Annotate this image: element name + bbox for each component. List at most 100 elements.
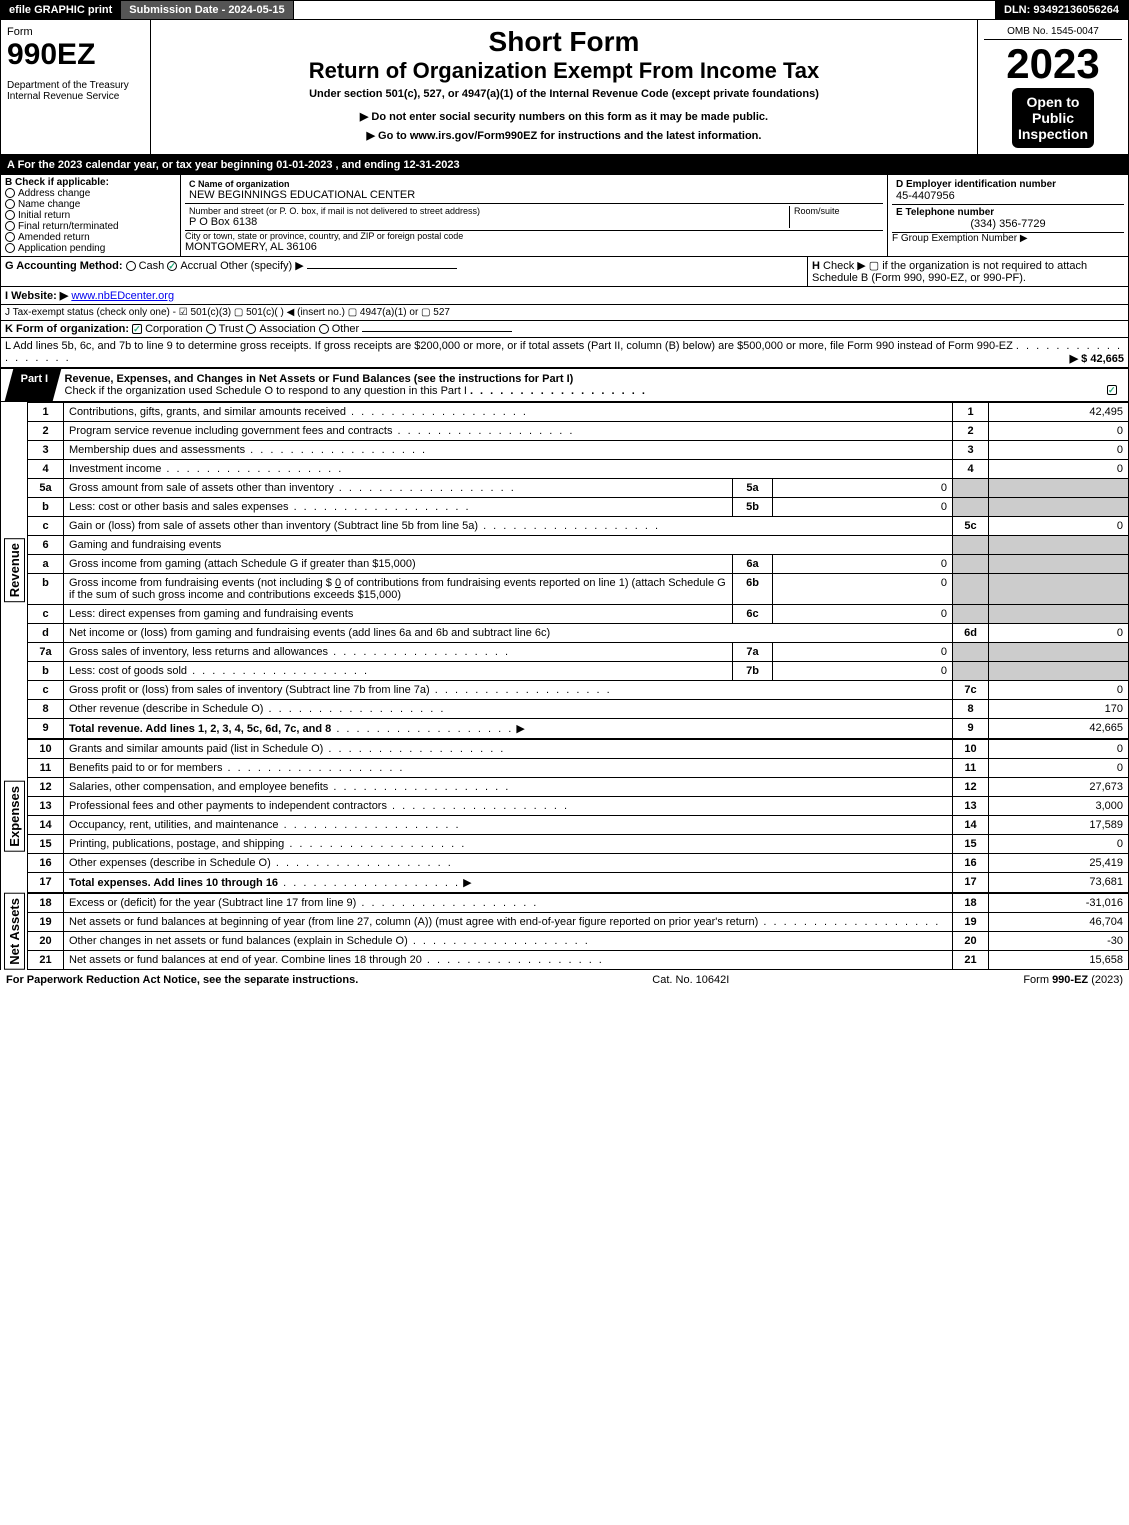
expenses-section: Expenses 10Grants and similar amounts pa…: [0, 739, 1129, 893]
line-6a-text: Gross income from gaming (attach Schedul…: [69, 558, 416, 570]
form-number: 990EZ: [7, 38, 144, 72]
room-suite-label: Room/suite: [789, 206, 879, 228]
chk-schedule-o[interactable]: [1107, 385, 1117, 395]
line-12-text: Salaries, other compensation, and employ…: [69, 781, 328, 793]
under-section: Under section 501(c), 527, or 4947(a)(1)…: [157, 88, 971, 100]
line-j-tax-exempt: J Tax-exempt status (check only one) - ☑…: [0, 305, 1129, 321]
line-7a-text: Gross sales of inventory, less returns a…: [69, 646, 328, 658]
box-b: B Check if applicable: Address change Na…: [1, 175, 181, 256]
page-footer: For Paperwork Reduction Act Notice, see …: [0, 970, 1129, 990]
chk-other-org[interactable]: Other: [332, 323, 360, 335]
chk-corporation[interactable]: Corporation: [145, 323, 202, 335]
line-l-gross-receipts: L Add lines 5b, 6c, and 7b to line 9 to …: [0, 338, 1129, 368]
org-info-block: B Check if applicable: Address change Na…: [0, 175, 1129, 257]
chk-accrual[interactable]: Accrual: [180, 260, 217, 272]
line-5c-text: Gain or (loss) from sale of assets other…: [69, 520, 478, 532]
line-6-text: Gaming and fundraising events: [64, 536, 953, 555]
box-def: D Employer identification number 45-4407…: [888, 175, 1128, 256]
revenue-section: Revenue 1Contributions, gifts, grants, a…: [0, 402, 1129, 739]
chk-trust[interactable]: Trust: [219, 323, 244, 335]
chk-application-pending[interactable]: Application pending: [18, 243, 105, 254]
line-1-text: Contributions, gifts, grants, and simila…: [69, 406, 346, 418]
footer-form-ref: Form 990-EZ (2023): [1023, 974, 1123, 986]
line-9-amount: 42,665: [989, 719, 1129, 739]
top-bar: efile GRAPHIC print Submission Date - 20…: [0, 0, 1129, 20]
ein-value: 45-4407956: [896, 190, 1120, 202]
irs-label: Internal Revenue Service: [7, 91, 144, 102]
dln-label: DLN: 93492136056264: [996, 1, 1128, 19]
line-l-text: L Add lines 5b, 6c, and 7b to line 9 to …: [5, 340, 1013, 352]
goto-link[interactable]: ▶ Go to www.irs.gov/Form990EZ for instru…: [157, 129, 971, 142]
spacer: [294, 1, 996, 19]
line-i-website: I Website: ▶ www.nbEDcenter.org: [0, 287, 1129, 305]
part-1-subtitle: Check if the organization used Schedule …: [65, 385, 467, 397]
phone-value: (334) 356-7729: [896, 218, 1120, 230]
line-4-amount: 0: [989, 460, 1129, 479]
org-name: NEW BEGINNINGS EDUCATIONAL CENTER: [189, 189, 879, 201]
line-7c-amount: 0: [989, 681, 1129, 700]
line-j-text: J Tax-exempt status (check only one) - ☑…: [1, 305, 1128, 320]
org-name-label: C Name of organization: [189, 179, 879, 189]
line-9-text: Total revenue. Add lines 1, 2, 3, 4, 5c,…: [69, 723, 331, 735]
footer-cat-no: Cat. No. 10642I: [652, 974, 729, 986]
line-13-amount: 3,000: [989, 797, 1129, 816]
line-8-text: Other revenue (describe in Schedule O): [69, 703, 263, 715]
line-6d-amount: 0: [989, 624, 1129, 643]
chk-other[interactable]: Other (specify) ▶: [220, 260, 304, 272]
chk-amended-return[interactable]: Amended return: [18, 232, 90, 243]
line-4-text: Investment income: [69, 463, 161, 475]
ssn-warning: ▶ Do not enter social security numbers o…: [157, 110, 971, 123]
line-21-amount: 15,658: [989, 951, 1129, 970]
line-g-h: G Accounting Method: Cash Accrual Other …: [0, 257, 1129, 287]
line-18-text: Excess or (deficit) for the year (Subtra…: [69, 897, 356, 909]
line-20-amount: -30: [989, 932, 1129, 951]
line-6b-amount: 0: [773, 574, 953, 605]
line-5b-text: Less: cost or other basis and sales expe…: [69, 501, 289, 513]
line-10-text: Grants and similar amounts paid (list in…: [69, 743, 323, 755]
line-3-text: Membership dues and assessments: [69, 444, 245, 456]
chk-name-change[interactable]: Name change: [18, 199, 80, 210]
city-state-zip: MONTGOMERY, AL 36106: [185, 241, 883, 253]
line-6a-amount: 0: [773, 555, 953, 574]
line-16-text: Other expenses (describe in Schedule O): [69, 857, 271, 869]
chk-initial-return[interactable]: Initial return: [18, 210, 70, 221]
line-6c-amount: 0: [773, 605, 953, 624]
line-7c-text: Gross profit or (loss) from sales of inv…: [69, 684, 430, 696]
line-a-tax-year: A For the 2023 calendar year, or tax yea…: [0, 155, 1129, 175]
tax-year: 2023: [984, 40, 1122, 88]
efile-print-button[interactable]: efile GRAPHIC print: [1, 1, 121, 19]
line-5b-amount: 0: [773, 498, 953, 517]
chk-association[interactable]: Association: [259, 323, 315, 335]
open-public-badge: Open to Public Inspection: [1012, 88, 1094, 148]
line-5c-amount: 0: [989, 517, 1129, 536]
line-6d-text: Net income or (loss) from gaming and fun…: [69, 627, 550, 639]
line-6b-text1: Gross income from fundraising events (no…: [69, 577, 332, 589]
line-k-form-org: K Form of organization: Corporation Trus…: [0, 321, 1129, 338]
net-assets-section: Net Assets 18Excess or (deficit) for the…: [0, 893, 1129, 970]
line-h-label: H: [812, 260, 820, 272]
line-12-amount: 27,673: [989, 778, 1129, 797]
short-form-title: Short Form: [157, 26, 971, 58]
chk-final-return[interactable]: Final return/terminated: [18, 221, 119, 232]
line-7b-text: Less: cost of goods sold: [69, 665, 187, 677]
line-k-label: K Form of organization:: [5, 323, 129, 335]
part-1-header: Part I Revenue, Expenses, and Changes in…: [0, 368, 1129, 402]
website-label: I Website: ▶: [5, 290, 68, 302]
chk-address-change[interactable]: Address change: [18, 188, 90, 199]
line-14-text: Occupancy, rent, utilities, and maintena…: [69, 819, 279, 831]
line-8-amount: 170: [989, 700, 1129, 719]
website-link[interactable]: www.nbEDcenter.org: [71, 290, 174, 302]
part-1-title: Revenue, Expenses, and Changes in Net As…: [65, 373, 574, 385]
submission-date: Submission Date - 2024-05-15: [121, 1, 293, 19]
line-11-amount: 0: [989, 759, 1129, 778]
line-16-amount: 25,419: [989, 854, 1129, 873]
line-21-text: Net assets or fund balances at end of ye…: [69, 954, 422, 966]
line-14-amount: 17,589: [989, 816, 1129, 835]
line-2-amount: 0: [989, 422, 1129, 441]
expenses-vlabel: Expenses: [4, 781, 25, 852]
line-20-text: Other changes in net assets or fund bala…: [69, 935, 408, 947]
chk-cash[interactable]: Cash: [139, 260, 165, 272]
line-h-text: Check ▶ ▢ if the organization is not req…: [812, 260, 1087, 284]
phone-label: E Telephone number: [896, 207, 1120, 218]
form-label: Form: [7, 26, 144, 38]
